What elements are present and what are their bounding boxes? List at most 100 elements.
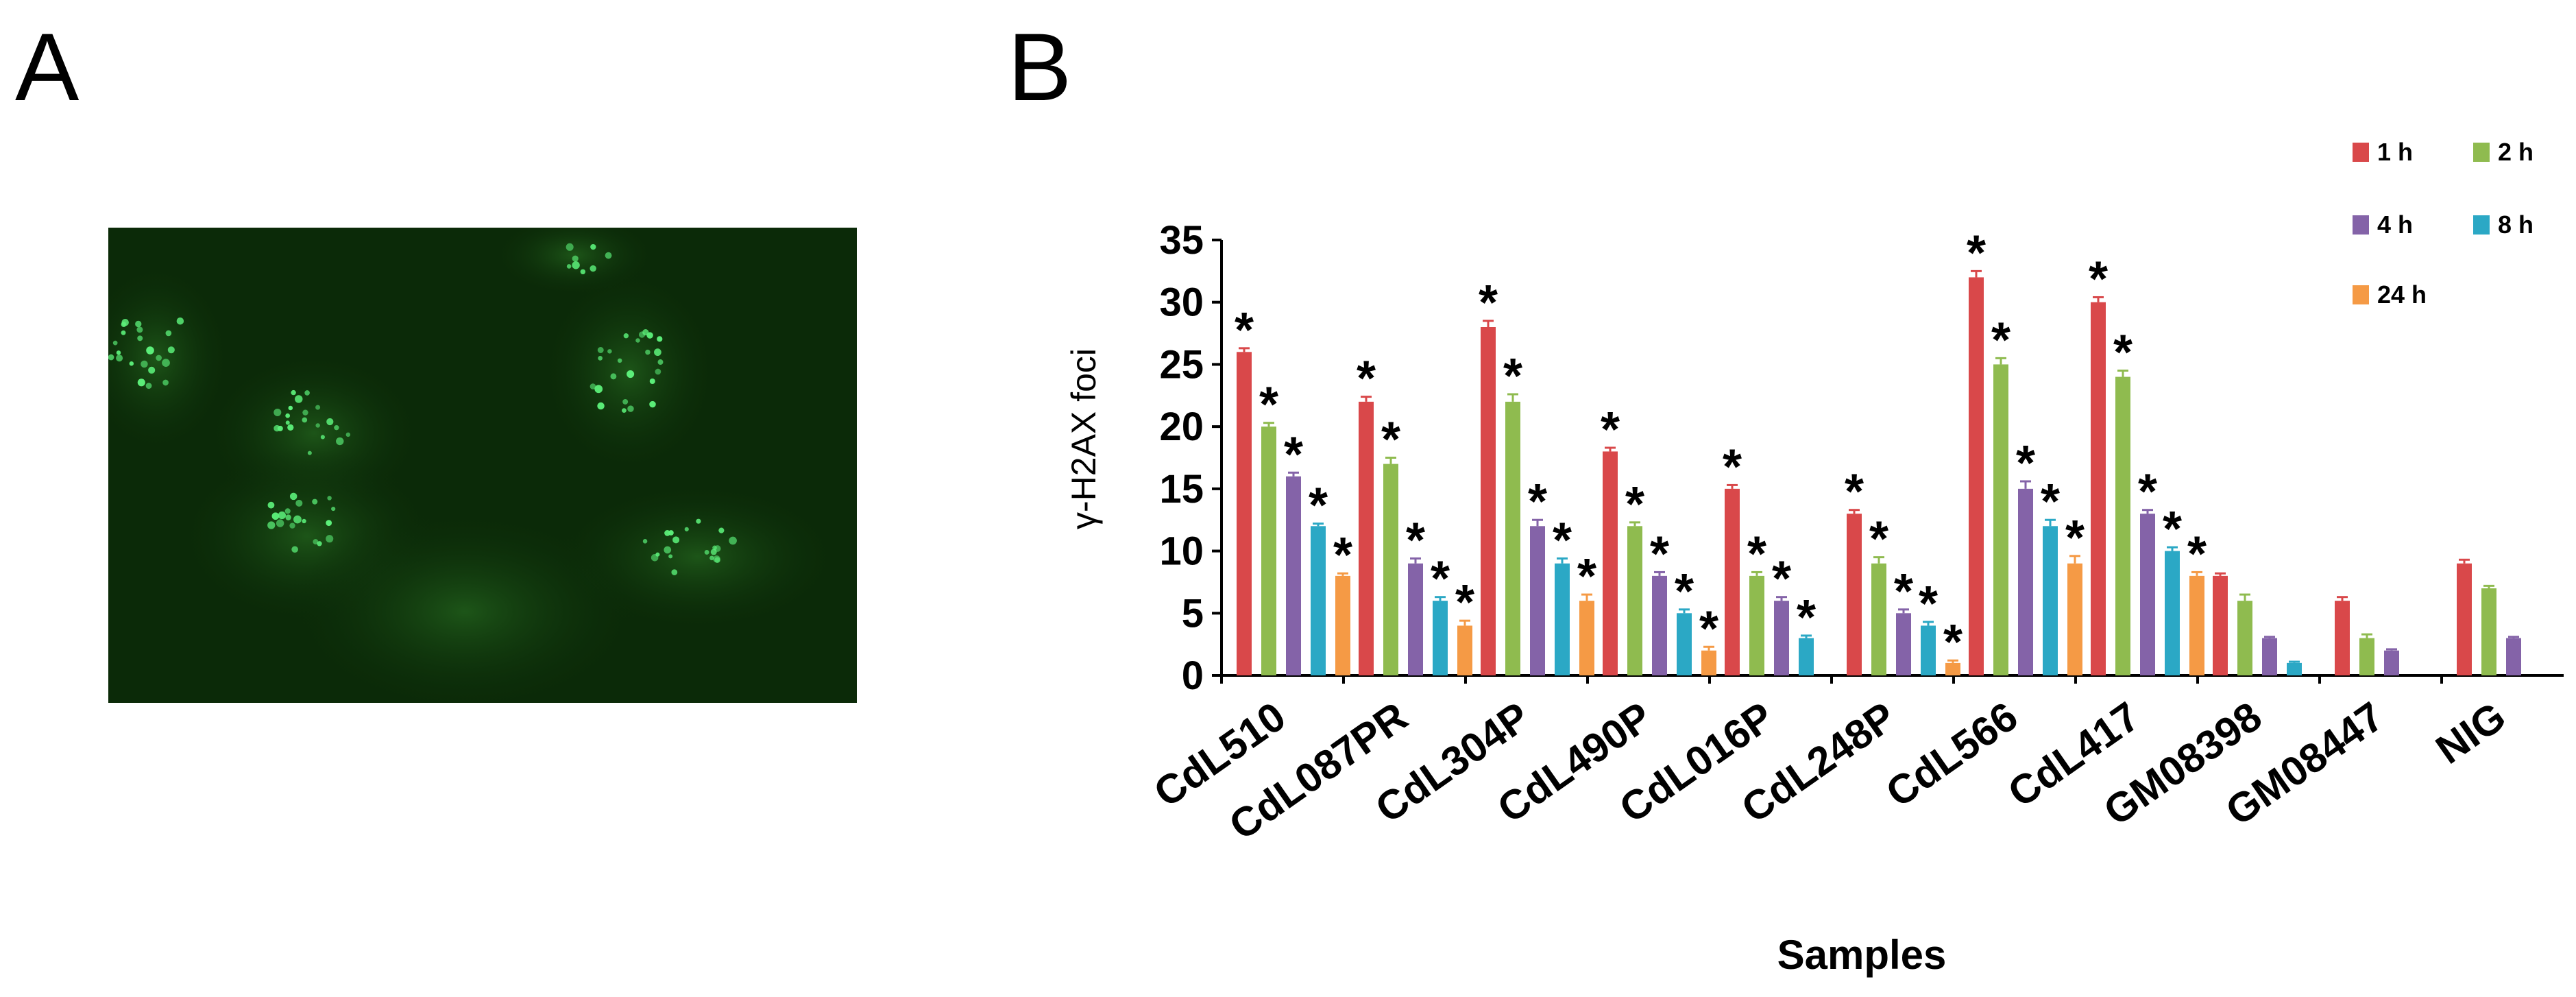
- focus-dot: [572, 255, 579, 262]
- bar: [1969, 277, 1984, 675]
- bar: [2018, 488, 2033, 675]
- significance-marker: *: [1772, 552, 1791, 607]
- bar: [1677, 613, 1692, 675]
- significance-marker: *: [1503, 349, 1522, 404]
- significance-marker: *: [1406, 513, 1425, 568]
- significance-marker: *: [2163, 502, 2182, 557]
- focus-dot: [580, 269, 586, 275]
- focus-dot: [112, 340, 118, 346]
- bar: [2359, 638, 2374, 675]
- focus-dot: [635, 338, 640, 343]
- focus-dot: [668, 554, 673, 559]
- focus-dot: [664, 530, 670, 536]
- significance-marker: *: [1577, 549, 1596, 604]
- focus-dot: [313, 539, 319, 544]
- focus-dot: [135, 320, 142, 328]
- significance-marker: *: [2089, 252, 2108, 307]
- focus-dot: [607, 349, 612, 354]
- bar: [2091, 302, 2106, 675]
- significance-marker: *: [1943, 615, 1963, 670]
- focus-dot: [285, 514, 291, 520]
- significance-marker: *: [2016, 436, 2035, 491]
- significance-marker: *: [2138, 465, 2157, 520]
- bar: [1408, 563, 1423, 675]
- focus-dot: [295, 395, 303, 403]
- focus-dot: [326, 520, 332, 527]
- legend-swatch: [2353, 143, 2369, 162]
- focus-dot: [271, 512, 280, 520]
- bar: [2043, 526, 2058, 675]
- focus-dot: [145, 383, 152, 389]
- bar: [1555, 563, 1570, 675]
- bar: [1237, 352, 1252, 675]
- focus-dot: [304, 390, 310, 396]
- y-tick-label: 35: [1159, 218, 1204, 263]
- bar: [2481, 588, 2496, 675]
- panel-b-label: B: [1008, 13, 1072, 121]
- focus-dot: [276, 519, 284, 527]
- bar: [2384, 650, 2399, 675]
- focus-dot: [289, 522, 295, 529]
- significance-marker: *: [1553, 513, 1572, 568]
- focus-dot: [627, 405, 634, 412]
- bar: [2140, 514, 2155, 675]
- focus-dot: [108, 354, 114, 361]
- legend-label: 24 h: [2377, 280, 2427, 309]
- focus-dot: [162, 379, 169, 386]
- focus-dot: [622, 398, 629, 405]
- focus-dot: [278, 511, 287, 520]
- focus-dot: [642, 539, 648, 544]
- focus-dot: [284, 508, 291, 514]
- bar: [2287, 662, 2302, 675]
- focus-dot: [287, 424, 294, 431]
- focus-dot: [654, 348, 661, 357]
- significance-marker: *: [2041, 475, 2060, 529]
- focus-dot: [710, 549, 717, 555]
- y-tick-label: 5: [1182, 591, 1204, 636]
- focus-dot: [327, 496, 332, 501]
- y-tick-label: 10: [1159, 529, 1204, 574]
- focus-dot: [572, 261, 580, 269]
- focus-dot: [590, 243, 596, 250]
- bar: [2115, 376, 2130, 675]
- bar: [2335, 601, 2350, 675]
- bar: [1261, 427, 1276, 675]
- significance-marker: *: [1309, 479, 1328, 533]
- y-tick-label: 0: [1182, 653, 1204, 698]
- legend-swatch: [2353, 215, 2369, 235]
- focus-dot: [317, 541, 322, 546]
- focus-dot: [267, 521, 276, 529]
- focus-dot: [623, 333, 629, 339]
- bar: [1457, 625, 1472, 675]
- focus-dot: [684, 527, 689, 531]
- legend-swatch: [2473, 215, 2490, 235]
- focus-dot: [295, 499, 303, 507]
- bar: [1725, 488, 1740, 675]
- bar: [1286, 476, 1301, 675]
- bar: [2189, 575, 2204, 675]
- bar: [1433, 601, 1448, 675]
- focus-dot: [326, 418, 334, 426]
- focus-dot: [302, 518, 306, 524]
- focus-dot: [566, 264, 572, 269]
- bar: [1945, 662, 1960, 675]
- significance-marker: *: [1284, 427, 1303, 482]
- focus-dot: [315, 405, 321, 410]
- focus-dot: [331, 506, 336, 512]
- significance-marker: *: [1919, 577, 1938, 632]
- bar: [1335, 575, 1350, 675]
- focus-dot: [176, 317, 184, 325]
- focus-dot: [274, 408, 282, 417]
- focus-dot: [116, 355, 123, 362]
- x-tick-label: NIG: [2428, 693, 2514, 773]
- significance-marker: *: [1747, 527, 1766, 581]
- focus-dot: [326, 535, 334, 543]
- significance-marker: *: [1894, 564, 1913, 619]
- focus-dot: [307, 451, 312, 455]
- legend-label: 4 h: [2377, 211, 2413, 239]
- bar: [1799, 638, 1814, 675]
- significance-marker: *: [1967, 226, 1986, 280]
- bar: [2237, 601, 2252, 675]
- bar: [1896, 613, 1911, 675]
